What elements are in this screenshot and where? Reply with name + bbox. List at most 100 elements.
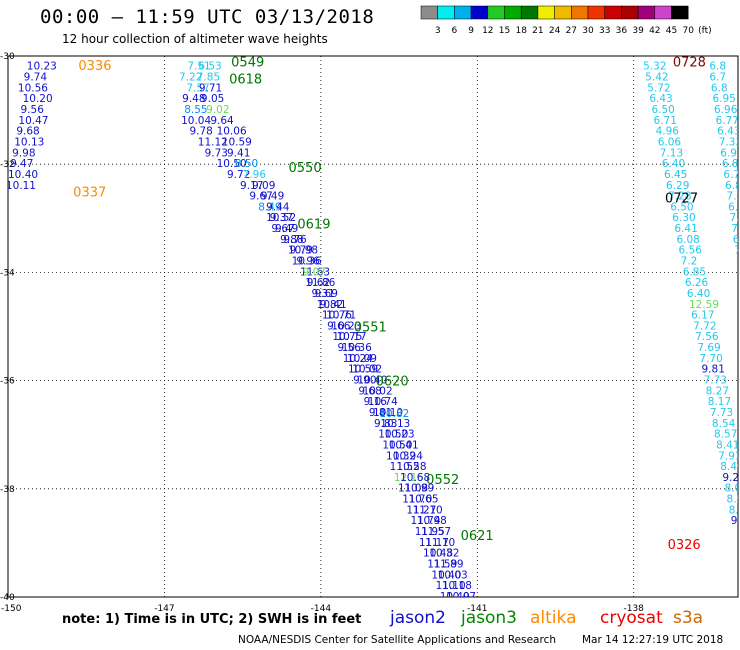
wave-height-label: 9.71 — [199, 82, 222, 94]
wave-height-label: 9.74 — [24, 72, 48, 84]
colorbar-label: 24 — [549, 26, 561, 36]
wave-height-label: 11.17 — [419, 537, 449, 549]
pass-time-label: 0549 — [231, 55, 264, 70]
wave-height-label: 10.02 — [363, 385, 393, 397]
wave-height-label: 7.22 — [179, 72, 202, 84]
wave-height-label: 10.41 — [389, 439, 419, 451]
wave-height-label: 6.8 — [711, 82, 728, 94]
wave-height-label: 10.50 — [217, 158, 247, 170]
colorbar-label: 45 — [666, 26, 677, 36]
wave-height-label: 7.85 — [197, 72, 220, 84]
colorbar-legend: 3 6 9 12 15 18 21 24 27 30 33 36 39 42 45 70 (ft) — [420, 5, 712, 36]
wave-height-label: 10.03 — [438, 569, 468, 581]
pass-time-label: 0619 — [297, 218, 330, 233]
wave-height-label: 7.57 — [186, 82, 209, 94]
wave-height-label: 8.54 — [712, 418, 736, 430]
wave-height-label: 10.49 — [440, 591, 470, 603]
wave-height-label: 6.83 — [722, 158, 740, 170]
wave-height-label: 7.85 — [730, 212, 740, 224]
colorbar-label: 9 — [468, 26, 474, 36]
wave-height-label: 7.13 — [660, 147, 683, 159]
wave-height-label: 9.47 — [10, 158, 33, 170]
wave-height-label: 9.09 — [731, 515, 740, 527]
wave-height-label: 6.95 — [720, 147, 740, 159]
y-tick-label: -36 — [0, 377, 15, 387]
y-tick-label: -40 — [0, 593, 15, 603]
wave-height-label: 7.33 — [719, 136, 740, 148]
x-tick-label: -144 — [311, 604, 332, 614]
wave-height-label: 11.10 — [413, 504, 443, 516]
wave-height-label: 7.96 — [243, 169, 267, 181]
wave-height-label: 11.86 — [305, 277, 335, 289]
wave-height-label: 11.95 — [415, 526, 445, 538]
wave-height-label: 10.10 — [373, 407, 403, 419]
wave-height-label: 9.79 — [290, 245, 313, 257]
wave-height-label: 8.40 — [720, 461, 740, 473]
wave-height-label: 6.43 — [649, 93, 672, 105]
pass-time-label: 0552 — [426, 473, 459, 488]
wave-height-label: 9.82 — [320, 299, 343, 311]
wave-height-label: 8.17 — [708, 396, 731, 408]
wave-height-label: 9.02 — [206, 104, 229, 116]
y-tick-label: -32 — [0, 160, 15, 170]
wave-height-label: 6.41 — [674, 223, 697, 235]
wave-height-label: 7.69 — [697, 342, 720, 354]
wave-height-label: 9.98 — [12, 147, 35, 159]
wave-height-label: 6.08 — [676, 234, 699, 246]
legend-jason2: jason2 — [390, 608, 446, 628]
pass-time-label: 0618 — [229, 73, 262, 88]
wave-height-label: 10.76 — [322, 310, 352, 322]
wave-height-label: 11.10 — [425, 537, 455, 549]
wave-height-label: 7.06 — [736, 255, 740, 267]
chart-title: 00:00 – 11:59 UTC 03/13/2018 — [40, 6, 375, 28]
wave-height-label: 11.59 — [427, 558, 457, 570]
wave-height-label: 12.15 — [394, 472, 424, 484]
chart-subtitle: 12 hour collection of altimeter wave hei… — [62, 32, 328, 46]
wave-height-label: 11.52 — [390, 461, 420, 473]
wave-height-label: 6.85 — [683, 266, 706, 278]
wave-height-label: 6.8 — [709, 61, 726, 73]
colorbar-label: (ft) — [698, 26, 712, 36]
wave-height-label: 11.12 — [198, 136, 228, 148]
colorbar-label: 15 — [499, 26, 510, 36]
plot-frame — [7, 55, 739, 598]
pass-time-label: 0326 — [668, 538, 701, 553]
wave-height-label: 10.56 — [18, 82, 48, 94]
wave-height-label: 9.76 — [283, 234, 307, 246]
colorbar-label: 18 — [515, 26, 527, 36]
pass-time-label: 0728 — [673, 55, 706, 70]
wave-height-label: 7.91 — [718, 450, 740, 462]
wave-height-label: 6.7 — [709, 72, 726, 84]
wave-height-label: 6.43 — [717, 126, 740, 138]
pass-time-label: 0336 — [78, 59, 111, 74]
wave-height-label: 8.55 — [184, 104, 207, 116]
data-points: 10.239.7410.5610.209.5610.479.6810.139.9… — [6, 55, 740, 603]
wave-height-label: 10.11 — [6, 180, 36, 192]
wave-height-label: 9.07 — [303, 266, 326, 278]
legend-altika: altika — [530, 608, 577, 628]
wave-height-label: 9.49 — [261, 191, 284, 203]
wave-height-label: 9.68 — [16, 126, 39, 138]
wave-height-label: 11.27 — [406, 504, 436, 516]
wave-height-label: 6.29 — [666, 180, 689, 192]
wave-height-label: 11.89 — [433, 558, 463, 570]
wave-height-label: 8.57 — [714, 429, 737, 441]
legend-cryosat: cryosat — [600, 608, 663, 628]
wave-height-label: 9.83 — [374, 418, 397, 430]
wave-height-label: 6.88 — [725, 180, 740, 192]
colorbar-label: 27 — [566, 26, 577, 36]
wave-height-label: 9.09 — [252, 180, 275, 192]
x-tick-label: -138 — [623, 604, 644, 614]
colorbar-label: 12 — [482, 26, 493, 36]
wave-height-label: 7.73 — [704, 375, 727, 387]
pass-time-label: 0550 — [289, 161, 322, 176]
wave-height-label: 10.74 — [368, 396, 398, 408]
wave-height-label: 10.09 — [347, 353, 377, 365]
wave-height-label: 9.68 — [358, 385, 381, 397]
colorbar-label: 3 — [435, 26, 441, 36]
wave-height-label: 9.56 — [21, 104, 45, 116]
wave-height-label: 10.40 — [431, 569, 461, 581]
pass-time-label: 0621 — [461, 529, 494, 544]
wave-height-label: 6.77 — [716, 115, 739, 127]
